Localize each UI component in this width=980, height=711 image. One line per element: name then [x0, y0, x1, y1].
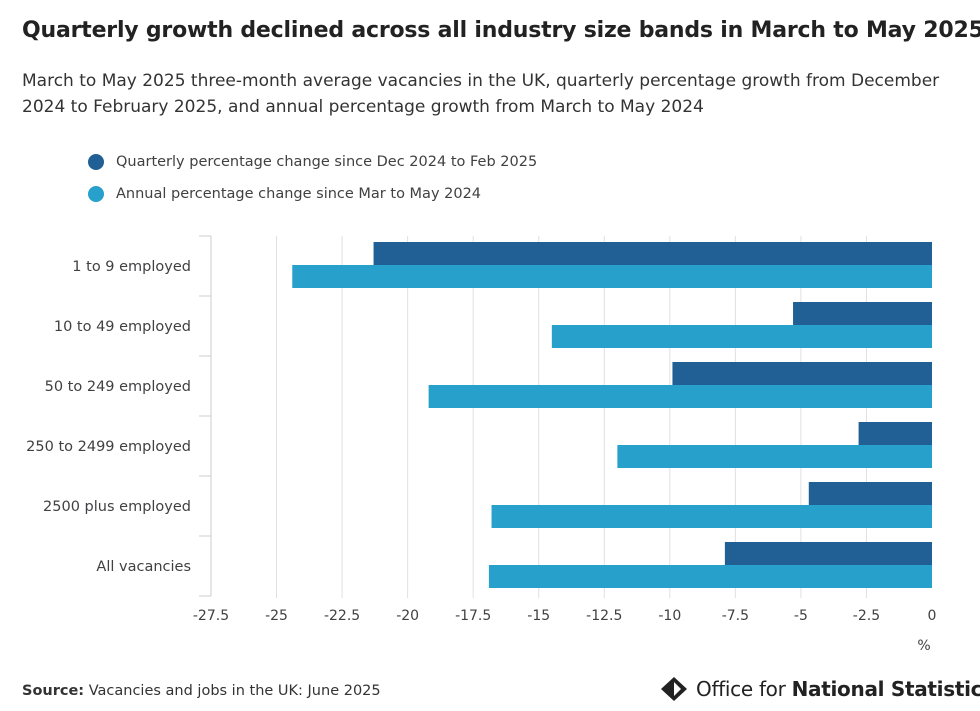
x-tick-label: -15	[527, 608, 550, 624]
legend-label-quarterly: Quarterly percentage change since Dec 20…	[116, 154, 538, 170]
category-label: 1 to 9 employed	[72, 259, 191, 275]
bar-quarterly	[373, 242, 932, 265]
x-tick-label: -22.5	[324, 608, 360, 624]
category-label: All vacancies	[96, 559, 191, 575]
category-label: 10 to 49 employed	[54, 319, 191, 335]
chart-title: Quarterly growth declined across all ind…	[22, 18, 980, 43]
ons-logo-icon	[661, 677, 687, 701]
category-label: 50 to 249 employed	[45, 379, 191, 395]
bar-annual	[491, 505, 932, 528]
source-note: Source: Vacancies and jobs in the UK: Ju…	[22, 683, 381, 699]
x-axis-unit-label: %	[917, 638, 930, 654]
bar-quarterly	[808, 482, 932, 505]
ons-logo-text: Office for National Statistics	[696, 677, 980, 701]
source-text: Vacancies and jobs in the UK: June 2025	[84, 683, 381, 699]
bar-annual	[551, 325, 932, 348]
bar-quarterly	[858, 422, 932, 445]
chart-subtitle: March to May 2025 three-month average va…	[22, 71, 940, 117]
x-tick-label: -17.5	[455, 608, 491, 624]
bar-annual	[488, 565, 932, 588]
x-tick-label: -2.5	[853, 608, 880, 624]
x-tick-label: -10	[658, 608, 681, 624]
bar-annual	[292, 265, 932, 288]
bar-quarterly	[724, 542, 932, 565]
category-label: 250 to 2499 employed	[26, 439, 191, 455]
x-tick-label: -20	[396, 608, 419, 624]
x-tick-label: -25	[265, 608, 288, 624]
legend-item-quarterly: Quarterly percentage change since Dec 20…	[88, 146, 537, 178]
legend-dot-quarterly-icon	[88, 154, 104, 170]
bar-quarterly	[672, 362, 932, 385]
category-label: 2500 plus employed	[43, 499, 191, 515]
ons-logo: Office for National Statistics	[660, 676, 980, 702]
legend-item-annual: Annual percentage change since Mar to Ma…	[88, 178, 537, 210]
bar-annual	[617, 445, 932, 468]
source-label: Source:	[22, 683, 85, 699]
legend-dot-annual-icon	[88, 186, 104, 202]
legend: Quarterly percentage change since Dec 20…	[88, 146, 537, 210]
legend-label-annual: Annual percentage change since Mar to Ma…	[116, 186, 482, 202]
x-tick-label: -27.5	[193, 608, 229, 624]
bar-annual	[428, 385, 932, 408]
x-tick-label: -5	[794, 608, 808, 624]
x-tick-label: -12.5	[586, 608, 622, 624]
bar-quarterly	[793, 302, 932, 325]
x-tick-label: 0	[928, 608, 937, 624]
x-tick-label: -7.5	[722, 608, 749, 624]
